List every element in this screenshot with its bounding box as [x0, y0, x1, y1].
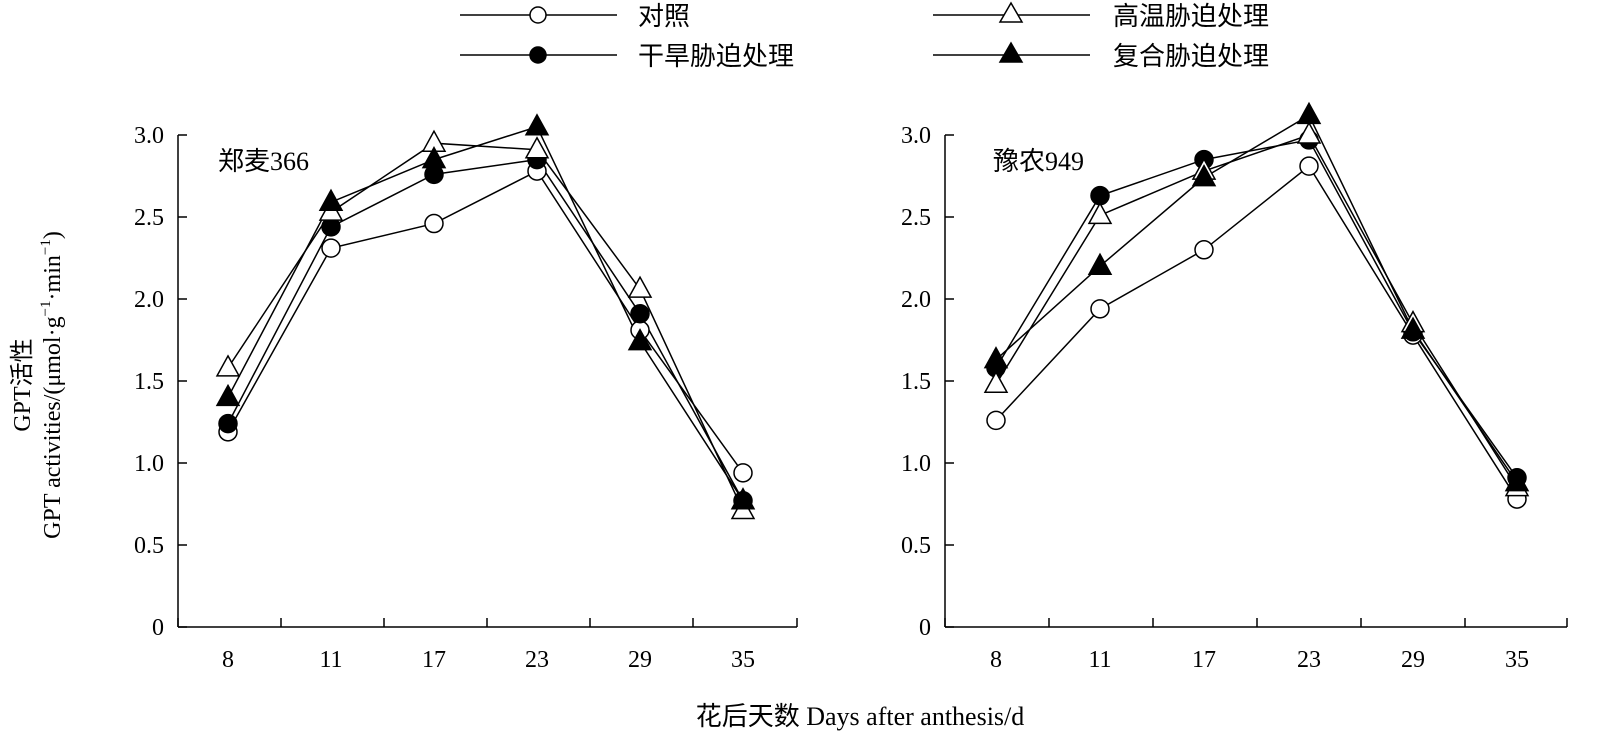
legend-label: 干旱胁迫处理	[638, 42, 794, 71]
data-point-circle-open	[733, 463, 753, 483]
series-markers-circle-filled	[218, 149, 753, 511]
data-point-circle-filled	[630, 304, 650, 324]
data-point-triangle-open	[983, 370, 1009, 394]
data-point-triangle-filled	[730, 487, 756, 510]
series-markers-triangle-filled	[983, 101, 1530, 492]
legend-marker-circle-filled	[529, 46, 547, 64]
y-tick-label: 0	[919, 615, 931, 641]
data-point-triangle-filled	[983, 346, 1009, 369]
x-tick-label: 17	[1192, 647, 1216, 673]
x-tick-label: 35	[1505, 647, 1529, 673]
series-markers-triangle-open	[215, 129, 756, 520]
data-point-circle-open	[1194, 240, 1214, 260]
data-point-triangle-filled	[524, 113, 550, 136]
y-axis-label-en: GPT activities/(μmol·g−1·min−1)	[38, 231, 66, 539]
series-markers-circle-filled	[986, 130, 1527, 488]
y-tick-label: 0.5	[901, 533, 931, 559]
y-tick-label: 2.0	[901, 287, 931, 313]
data-point-triangle-open	[215, 354, 241, 377]
series-lines	[227, 125, 744, 511]
y-tick-label: 2.0	[134, 287, 164, 313]
data-point-triangle-filled	[1504, 469, 1530, 492]
data-point-triangle-filled	[318, 188, 344, 211]
data-point-triangle-filled	[1296, 101, 1322, 125]
data-point-circle-open	[1299, 156, 1319, 176]
y-tick-label: 3.0	[134, 123, 164, 149]
y-tick-label: 0	[152, 615, 164, 641]
data-point-triangle-open	[524, 136, 550, 159]
data-point-circle-open	[986, 410, 1006, 431]
series-line-circle-filled	[995, 139, 1518, 479]
data-point-triangle-filled	[1087, 252, 1113, 275]
legend: 对照 干旱胁迫处理 高温胁迫处理 复合胁迫处理	[460, 1, 1269, 71]
series-markers-circle-open	[986, 156, 1527, 509]
y-axis-label-en-part: )	[40, 231, 66, 239]
panel-yunong949: 0 0.5 1.0 1.5 2.0 2.5 3.0 8 11 17 23 29 35 豫农949	[901, 101, 1568, 673]
series-line-circle-filled	[227, 158, 744, 502]
x-axis-label: 花后天数 Days after anthesis/d	[696, 702, 1025, 731]
legend-label: 高温胁迫处理	[1113, 2, 1269, 31]
y-tick-label: 2.5	[901, 205, 931, 231]
x-tick-label: 35	[731, 647, 755, 673]
y-axis-label-en-part: GPT activities/(μmol·g	[40, 316, 66, 538]
y-axis-label-cn: GPT活性	[9, 338, 36, 431]
legend-item-heat: 高温胁迫处理	[933, 1, 1269, 31]
y-tick-label: 3.0	[901, 123, 931, 149]
x-tick-label: 23	[525, 647, 549, 673]
panel-title: 豫农949	[993, 147, 1084, 176]
data-point-triangle-filled	[421, 146, 447, 169]
y-tick-label: 1.0	[901, 451, 931, 477]
series-markers-circle-open	[218, 161, 753, 483]
data-point-triangle-filled	[215, 383, 241, 407]
data-point-circle-open	[1090, 299, 1110, 319]
panel-title: 郑麦366	[218, 147, 309, 176]
series-line-triangle-filled	[995, 114, 1518, 484]
data-point-circle-open	[321, 238, 341, 258]
legend-label: 对照	[638, 2, 690, 31]
x-tick-label: 23	[1297, 647, 1321, 673]
legend-marker-triangle-filled	[998, 41, 1024, 63]
panel-zhengmai366: 0 0.5 1.0 1.5 2.0 2.5 3.0 8 11 17 23 29 35 郑麦366	[134, 113, 798, 673]
series-line-triangle-filled	[227, 125, 744, 502]
y-axis-label-en-sup2: −1	[38, 239, 54, 255]
data-point-triangle-open	[627, 275, 653, 298]
series-lines	[995, 114, 1518, 500]
x-tick-label: 8	[990, 647, 1002, 673]
legend-label: 复合胁迫处理	[1113, 42, 1269, 71]
x-tick-label: 29	[1401, 647, 1425, 673]
legend-marker-triangle-open	[998, 1, 1024, 23]
series-line-triangle-open	[995, 134, 1518, 489]
x-tick-label: 29	[628, 647, 652, 673]
data-point-circle-filled	[218, 413, 238, 434]
y-axis-label: GPT活性 GPT activities/(μmol·g−1·min−1)	[9, 231, 66, 539]
legend-item-combined: 复合胁迫处理	[933, 41, 1269, 71]
legend-item-drought: 干旱胁迫处理	[460, 42, 794, 71]
series-line-circle-open	[227, 170, 744, 474]
series-markers-triangle-filled	[215, 113, 756, 510]
data-point-triangle-filled	[1400, 316, 1426, 339]
series-line-triangle-open	[227, 142, 744, 511]
data-point-circle-open	[424, 213, 444, 234]
x-tick-label: 11	[1088, 647, 1111, 673]
y-tick-label: 1.5	[134, 369, 164, 395]
data-point-triangle-open	[1296, 121, 1322, 144]
legend-item-control: 对照	[460, 2, 690, 31]
legend-marker-circle-open	[529, 6, 547, 24]
y-tick-label: 1.0	[134, 451, 164, 477]
data-point-triangle-filled	[627, 328, 653, 351]
series-line-circle-open	[995, 165, 1518, 500]
x-tick-label: 8	[222, 647, 234, 673]
series-markers-triangle-open	[983, 121, 1530, 497]
x-tick-label: 11	[319, 647, 342, 673]
x-tick-label: 17	[422, 647, 446, 673]
data-point-triangle-filled	[1191, 164, 1217, 187]
y-tick-label: 0.5	[134, 533, 164, 559]
y-axis-label-en-sup1: −1	[38, 300, 54, 316]
y-tick-label: 1.5	[901, 369, 931, 395]
data-point-triangle-open	[1087, 201, 1113, 225]
y-tick-label: 2.5	[134, 205, 164, 231]
y-axis-label-en-part: ·min	[40, 255, 66, 300]
